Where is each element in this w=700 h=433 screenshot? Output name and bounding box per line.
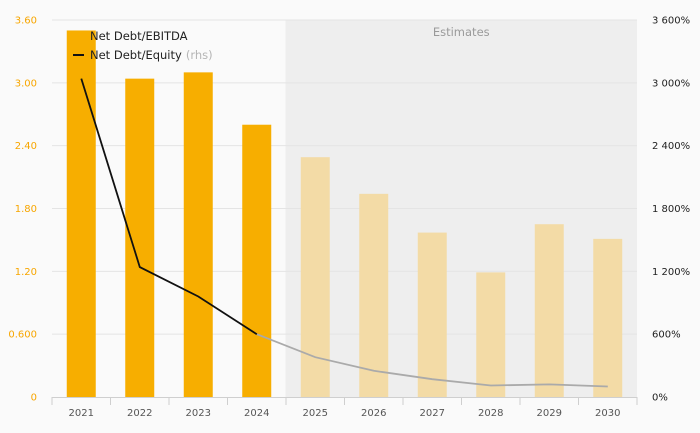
left-axis: 0 0.600 1.20 1.80 2.40 3.00 3.60 — [8, 16, 37, 404]
legend-series-name: Net Debt/Equity — [90, 48, 182, 62]
right-tick-label: 1 800% — [652, 204, 690, 215]
x-tick-label: 2022 — [127, 408, 152, 419]
x-tick-label: 2021 — [69, 408, 94, 419]
x-tick-label: 2029 — [537, 408, 562, 419]
left-tick-label: 0 — [31, 393, 37, 404]
right-tick-label: 1 200% — [652, 267, 690, 278]
right-tick-label: 3 600% — [652, 16, 690, 27]
bar-2021 — [66, 30, 96, 397]
bar-2028 — [476, 272, 506, 397]
left-tick-label: 1.80 — [15, 204, 37, 215]
right-tick-label: 3 000% — [652, 78, 690, 89]
left-tick-label: 1.20 — [15, 267, 37, 278]
legend: Net Debt/EBITDA Net Debt/Equity (rhs) — [73, 29, 213, 62]
left-tick-label: 3.00 — [15, 78, 37, 89]
right-tick-label: 0% — [652, 393, 668, 404]
line-actuals — [80, 78, 258, 335]
bar-2023 — [183, 72, 213, 397]
bar-2024 — [242, 124, 272, 397]
bar-2027 — [417, 232, 447, 397]
bar-2026 — [359, 193, 389, 397]
estimates-label: Estimates — [433, 25, 490, 39]
x-tick-label: 2023 — [186, 408, 211, 419]
line-estimates — [256, 333, 608, 388]
x-tick-label: 2025 — [303, 408, 328, 419]
x-tick-label: 2026 — [361, 408, 386, 419]
bar-2025 — [300, 157, 330, 397]
x-tick-label: 2030 — [595, 408, 620, 419]
right-axis: 0% 600% 1 200% 1 800% 2 400% 3 000% 3 600% — [652, 16, 690, 404]
right-tick-label: 2 400% — [652, 141, 690, 152]
x-tick-label: 2027 — [420, 408, 445, 419]
left-tick-label: 0.600 — [8, 330, 37, 341]
left-tick-label: 3.60 — [15, 16, 37, 27]
left-tick-label: 2.40 — [15, 141, 37, 152]
x-tick-label: 2028 — [478, 408, 503, 419]
line-series — [80, 78, 608, 388]
legend-label-net-debt-ebitda: Net Debt/EBITDA — [90, 29, 188, 43]
bar-2022 — [125, 78, 155, 398]
legend-rhs-note: (rhs) — [186, 48, 213, 62]
x-axis: 2021 2022 2023 2024 2025 2026 2027 2028 2029 2030 — [51, 397, 638, 419]
right-tick-label: 600% — [652, 330, 681, 341]
legend-label-net-debt-equity: Net Debt/Equity (rhs) — [90, 48, 213, 62]
x-tick-label: 2024 — [244, 408, 269, 419]
bar-2029 — [534, 224, 564, 397]
bar-2030 — [593, 238, 623, 397]
